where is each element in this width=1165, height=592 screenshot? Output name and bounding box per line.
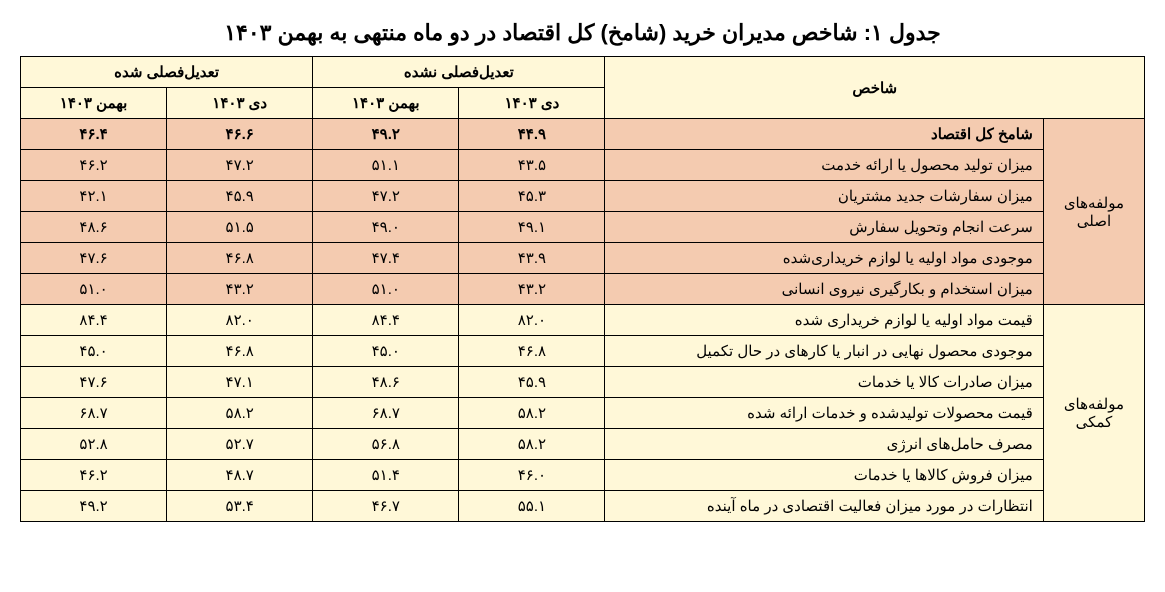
value-cell: ۴۷.۱ — [167, 367, 313, 398]
table-row: میزان صادرات کالا یا خدمات۴۵.۹۴۸.۶۴۷.۱۴۷… — [21, 367, 1145, 398]
indicator-name: موجودی مواد اولیه یا لوازم خریداری‌شده — [605, 243, 1043, 274]
value-cell: ۴۷.۶ — [21, 367, 167, 398]
table-row: موجودی محصول نهایی در انبار یا کارهای در… — [21, 336, 1145, 367]
value-cell: ۸۲.۰ — [167, 305, 313, 336]
indicator-name: شامخ کل اقتصاد — [605, 119, 1043, 150]
value-cell: ۴۶.۲ — [21, 150, 167, 181]
value-cell: ۴۵.۳ — [459, 181, 605, 212]
table-row: میزان فروش کالاها یا خدمات۴۶.۰۵۱.۴۴۸.۷۴۶… — [21, 460, 1145, 491]
value-cell: ۸۴.۴ — [313, 305, 459, 336]
indicator-name: قیمت محصولات تولیدشده و خدمات ارائه شده — [605, 398, 1043, 429]
table-row: میزان سفارشات جدید مشتریان۴۵.۳۴۷.۲۴۵.۹۴۲… — [21, 181, 1145, 212]
value-cell: ۴۶.۶ — [167, 119, 313, 150]
value-cell: ۴۶.۸ — [167, 336, 313, 367]
value-cell: ۴۶.۷ — [313, 491, 459, 522]
value-cell: ۴۹.۱ — [459, 212, 605, 243]
value-cell: ۵۱.۱ — [313, 150, 459, 181]
header-a-bahman: بهمن ۱۴۰۳ — [21, 88, 167, 119]
value-cell: ۴۷.۴ — [313, 243, 459, 274]
value-cell: ۵۱.۴ — [313, 460, 459, 491]
category-cell: مولفه‌های اصلی — [1043, 119, 1144, 305]
indicator-name: انتظارات در مورد میزان فعالیت اقتصادی در… — [605, 491, 1043, 522]
value-cell: ۴۸.۶ — [313, 367, 459, 398]
value-cell: ۴۳.۲ — [459, 274, 605, 305]
value-cell: ۵۲.۷ — [167, 429, 313, 460]
table-row: موجودی مواد اولیه یا لوازم خریداری‌شده۴۳… — [21, 243, 1145, 274]
value-cell: ۴۶.۴ — [21, 119, 167, 150]
value-cell: ۴۹.۰ — [313, 212, 459, 243]
value-cell: ۶۸.۷ — [313, 398, 459, 429]
indicator-name: میزان سفارشات جدید مشتریان — [605, 181, 1043, 212]
value-cell: ۴۵.۹ — [459, 367, 605, 398]
value-cell: ۵۸.۲ — [167, 398, 313, 429]
indicator-name: سرعت انجام وتحویل سفارش — [605, 212, 1043, 243]
value-cell: ۵۱.۵ — [167, 212, 313, 243]
header-ua-dey: دی ۱۴۰۳ — [459, 88, 605, 119]
table-row: مصرف حامل‌های انرژی۵۸.۲۵۶.۸۵۲.۷۵۲.۸ — [21, 429, 1145, 460]
indicator-name: موجودی محصول نهایی در انبار یا کارهای در… — [605, 336, 1043, 367]
indicator-name: میزان استخدام و بکارگیری نیروی انسانی — [605, 274, 1043, 305]
indicator-name: میزان فروش کالاها یا خدمات — [605, 460, 1043, 491]
value-cell: ۴۹.۲ — [21, 491, 167, 522]
value-cell: ۴۷.۶ — [21, 243, 167, 274]
value-cell: ۴۵.۹ — [167, 181, 313, 212]
value-cell: ۴۷.۲ — [167, 150, 313, 181]
value-cell: ۴۳.۵ — [459, 150, 605, 181]
value-cell: ۴۹.۲ — [313, 119, 459, 150]
value-cell: ۶۸.۷ — [21, 398, 167, 429]
category-cell: مولفه‌های کمکی — [1043, 305, 1144, 522]
table-row: مولفه‌های اصلیشامخ کل اقتصاد۴۴.۹۴۹.۲۴۶.۶… — [21, 119, 1145, 150]
value-cell: ۵۸.۲ — [459, 429, 605, 460]
value-cell: ۵۵.۱ — [459, 491, 605, 522]
header-ua-bahman: بهمن ۱۴۰۳ — [313, 88, 459, 119]
value-cell: ۸۲.۰ — [459, 305, 605, 336]
value-cell: ۴۳.۲ — [167, 274, 313, 305]
value-cell: ۵۱.۰ — [313, 274, 459, 305]
value-cell: ۵۸.۲ — [459, 398, 605, 429]
value-cell: ۴۶.۸ — [459, 336, 605, 367]
table-body: مولفه‌های اصلیشامخ کل اقتصاد۴۴.۹۴۹.۲۴۶.۶… — [21, 119, 1145, 522]
indicator-name: میزان صادرات کالا یا خدمات — [605, 367, 1043, 398]
indicator-name: میزان تولید محصول یا ارائه خدمت — [605, 150, 1043, 181]
pmi-table: شاخص تعدیل‌فصلی نشده تعدیل‌فصلی شده دی ۱… — [20, 56, 1145, 522]
table-row: مولفه‌های کمکیقیمت مواد اولیه یا لوازم خ… — [21, 305, 1145, 336]
table-row: میزان استخدام و بکارگیری نیروی انسانی۴۳.… — [21, 274, 1145, 305]
table-row: انتظارات در مورد میزان فعالیت اقتصادی در… — [21, 491, 1145, 522]
value-cell: ۵۱.۰ — [21, 274, 167, 305]
value-cell: ۴۶.۰ — [459, 460, 605, 491]
value-cell: ۴۸.۷ — [167, 460, 313, 491]
value-cell: ۴۵.۰ — [21, 336, 167, 367]
table-title: جدول ۱: شاخص مدیران خرید (شامخ) کل اقتصا… — [20, 20, 1145, 46]
header-adjusted: تعدیل‌فصلی شده — [21, 57, 313, 88]
value-cell: ۴۴.۹ — [459, 119, 605, 150]
value-cell: ۵۳.۴ — [167, 491, 313, 522]
value-cell: ۴۶.۸ — [167, 243, 313, 274]
header-indicator: شاخص — [605, 57, 1145, 119]
value-cell: ۴۷.۲ — [313, 181, 459, 212]
header-unadjusted: تعدیل‌فصلی نشده — [313, 57, 605, 88]
value-cell: ۴۲.۱ — [21, 181, 167, 212]
value-cell: ۴۵.۰ — [313, 336, 459, 367]
table-row: قیمت محصولات تولیدشده و خدمات ارائه شده۵… — [21, 398, 1145, 429]
header-a-dey: دی ۱۴۰۳ — [167, 88, 313, 119]
value-cell: ۵۶.۸ — [313, 429, 459, 460]
value-cell: ۴۳.۹ — [459, 243, 605, 274]
table-row: میزان تولید محصول یا ارائه خدمت۴۳.۵۵۱.۱۴… — [21, 150, 1145, 181]
indicator-name: مصرف حامل‌های انرژی — [605, 429, 1043, 460]
value-cell: ۵۲.۸ — [21, 429, 167, 460]
value-cell: ۴۸.۶ — [21, 212, 167, 243]
indicator-name: قیمت مواد اولیه یا لوازم خریداری شده — [605, 305, 1043, 336]
value-cell: ۴۶.۲ — [21, 460, 167, 491]
table-row: سرعت انجام وتحویل سفارش۴۹.۱۴۹.۰۵۱.۵۴۸.۶ — [21, 212, 1145, 243]
value-cell: ۸۴.۴ — [21, 305, 167, 336]
